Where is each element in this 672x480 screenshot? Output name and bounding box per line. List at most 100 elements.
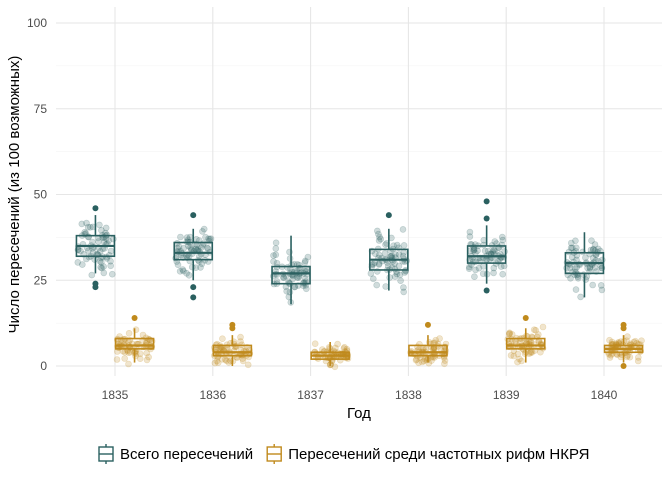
jitter-point <box>300 279 308 286</box>
jitter-point <box>85 247 92 254</box>
outlier-point <box>190 284 197 291</box>
jitter-point <box>626 353 634 361</box>
jitter-point <box>200 225 208 233</box>
jitter-point <box>466 233 474 240</box>
x-tick-label: 1840 <box>591 388 618 402</box>
jitter-point <box>331 363 339 371</box>
jitter-point <box>507 352 515 359</box>
jitter-point <box>302 285 310 293</box>
jitter-point <box>466 228 474 236</box>
legend-item: Пересечений среди частотных рифм НКРЯ <box>266 444 589 464</box>
x-tick-label: 1836 <box>199 388 226 402</box>
jitter-point <box>334 340 341 348</box>
jitter-point <box>179 266 186 273</box>
jitter-point <box>311 340 319 348</box>
jitter-point <box>591 264 599 271</box>
jitter-point <box>395 251 403 258</box>
jitter-point <box>180 267 187 275</box>
jitter-point <box>301 257 309 265</box>
jitter-point <box>272 245 280 252</box>
jitter-point <box>301 259 309 266</box>
jitter-point <box>77 247 84 255</box>
jitter-point <box>96 257 104 265</box>
jitter-point <box>397 277 404 285</box>
jitter-point <box>207 235 215 242</box>
jitter-point <box>340 345 348 352</box>
jitter-point <box>468 241 475 248</box>
jitter-point <box>490 264 498 272</box>
y-tick-label: 50 <box>34 188 48 202</box>
jitter-point <box>98 264 105 272</box>
jitter-point <box>586 264 594 272</box>
jitter-point <box>125 349 132 357</box>
jitter-point <box>204 245 212 252</box>
jitter-point <box>95 238 102 245</box>
jitter-point <box>537 348 544 356</box>
x-tick-label: 1837 <box>297 388 324 402</box>
jitter-point <box>470 247 477 255</box>
jitter-point <box>237 333 244 341</box>
jitter-point <box>237 338 244 345</box>
jitter-point <box>183 269 190 277</box>
jitter-point <box>400 288 408 296</box>
jitter-point <box>180 244 187 252</box>
jitter-point <box>381 250 389 257</box>
jitter-point <box>371 250 379 258</box>
jitter-point <box>574 274 582 282</box>
jitter-point <box>539 323 547 331</box>
jitter-point <box>289 275 296 283</box>
jitter-point <box>74 259 82 266</box>
jitter-point <box>375 261 383 268</box>
jitter-point <box>373 281 381 289</box>
jitter-point <box>638 337 645 345</box>
jitter-point <box>106 252 113 259</box>
jitter-point <box>280 274 287 282</box>
jitter-point <box>295 274 302 282</box>
jitter-point <box>175 243 183 250</box>
jitter-point <box>89 238 96 246</box>
jitter-point <box>594 245 602 253</box>
jitter-point <box>211 359 219 367</box>
jitter-point <box>325 344 333 351</box>
jitter-point <box>110 235 117 243</box>
jitter-points <box>74 219 645 371</box>
legend-label: Пересечений среди частотных рифм НКРЯ <box>288 446 589 463</box>
jitter-point <box>506 329 513 337</box>
jitter-point <box>532 326 540 334</box>
jitter-point <box>395 262 403 270</box>
outlier-point <box>522 314 529 321</box>
jitter-point <box>489 248 497 256</box>
jitter-point <box>219 335 226 343</box>
jitter-point <box>573 263 581 271</box>
jitter-point <box>375 237 383 244</box>
jitter-point <box>96 248 104 255</box>
jitter-point <box>286 255 294 262</box>
jitter-point <box>490 269 497 277</box>
jitter-point <box>624 333 631 340</box>
x-tick-label: 1839 <box>493 388 520 402</box>
jitter-point <box>136 350 144 358</box>
box <box>505 337 546 350</box>
x-tick-label: 1838 <box>395 388 422 402</box>
jitter-point <box>586 263 594 271</box>
jitter-point <box>577 293 584 301</box>
grid-layer <box>56 7 662 376</box>
y-tick-label: 100 <box>27 16 47 30</box>
jitter-point <box>481 247 489 255</box>
jitter-point <box>483 256 491 263</box>
jitter-point <box>272 239 280 247</box>
jitter-point <box>96 221 103 229</box>
jitter-point <box>598 286 606 294</box>
jitter-point <box>472 266 479 274</box>
jitter-point <box>508 331 516 338</box>
jitter-point <box>214 359 222 367</box>
jitter-point <box>466 263 473 271</box>
jitter-point <box>491 247 499 255</box>
jitter-point <box>183 234 191 241</box>
jitter-point <box>393 241 401 249</box>
jitter-point <box>107 262 114 270</box>
jitter-point <box>572 286 580 293</box>
jitter-point <box>198 260 206 268</box>
jitter-point <box>441 360 448 368</box>
jitter-point <box>568 244 576 252</box>
